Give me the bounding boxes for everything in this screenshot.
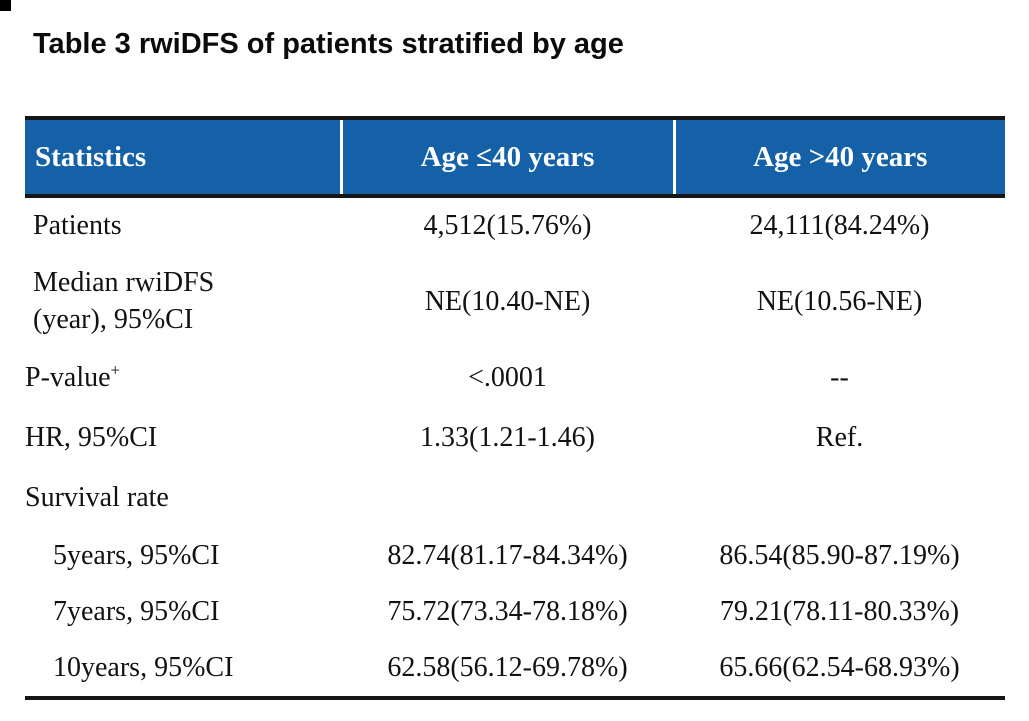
row-label-text: 7years, 95%CI <box>53 596 220 627</box>
superscript-plus: + <box>110 360 120 380</box>
column-header-age-gt-40: Age >40 years <box>672 118 1005 198</box>
table-row-median-rwidfs: Median rwiDFS (year), 95%CI NE(10.40-NE)… <box>25 254 1005 348</box>
row-label-text: Median rwiDFS (year), 95%CI <box>33 267 215 335</box>
cell-value: Ref. <box>674 408 1005 468</box>
column-header-age-le-40: Age ≤40 years <box>339 118 674 198</box>
table-row-5-years: 5years, 95%CI 82.74(81.17-84.34%) 86.54(… <box>25 528 1005 584</box>
cell-value: 65.66(62.54-68.93%) <box>674 640 1005 698</box>
cell-value: -- <box>674 348 1005 408</box>
table-header: Statistics Age ≤40 years Age >40 years <box>25 118 1005 198</box>
row-label-text: Survival rate <box>25 482 169 513</box>
cell-value: 75.72(73.34-78.18%) <box>341 584 674 640</box>
cell-value: <.0001 <box>341 348 674 408</box>
row-label: 10years, 95%CI <box>25 640 341 698</box>
cell-value: 86.54(85.90-87.19%) <box>674 528 1005 584</box>
table-row-survival-rate: Survival rate <box>25 468 1005 528</box>
scan-corner-artifact <box>0 0 11 11</box>
cell-value: 24,111(84.24%) <box>674 196 1005 254</box>
row-label-text: P-value <box>25 362 111 393</box>
table-row-hazard-ratio: HR, 95%CI 1.33(1.21-1.46) Ref. <box>25 408 1005 468</box>
cell-value: 62.58(56.12-69.78%) <box>341 640 674 698</box>
table-body: Patients 4,512(15.76%) 24,111(84.24%) Me… <box>25 196 1005 698</box>
row-label-text: 10years, 95%CI <box>53 652 234 683</box>
row-label-text: Patients <box>33 210 122 241</box>
column-header-statistics: Statistics <box>25 118 341 198</box>
table-row-7-years: 7years, 95%CI 75.72(73.34-78.18%) 79.21(… <box>25 584 1005 640</box>
statistics-table: Statistics Age ≤40 years Age >40 years P… <box>25 116 1005 700</box>
cell-value: NE(10.56-NE) <box>674 254 1005 348</box>
cell-value: NE(10.40-NE) <box>341 254 674 348</box>
row-label: Survival rate <box>25 468 341 528</box>
row-label: HR, 95%CI <box>25 408 341 468</box>
table-row-p-value: P-value+ <.0001 -- <box>25 348 1005 408</box>
row-label: 7years, 95%CI <box>25 584 341 640</box>
cell-value: 4,512(15.76%) <box>341 196 674 254</box>
cell-value <box>341 468 674 528</box>
cell-value: 82.74(81.17-84.34%) <box>341 528 674 584</box>
row-label: Median rwiDFS (year), 95%CI <box>25 254 341 348</box>
cell-value <box>674 468 1005 528</box>
row-label: Patients <box>25 196 341 254</box>
header-row: Statistics Age ≤40 years Age >40 years <box>25 118 1005 198</box>
cell-value: 1.33(1.21-1.46) <box>341 408 674 468</box>
row-label-text: HR, 95%CI <box>25 422 158 453</box>
row-label: 5years, 95%CI <box>25 528 341 584</box>
table-caption: Table 3 rwiDFS of patients stratified by… <box>33 28 624 60</box>
table-row-10-years: 10years, 95%CI 62.58(56.12-69.78%) 65.66… <box>25 640 1005 698</box>
row-label-text: 5years, 95%CI <box>53 540 220 571</box>
table-row-patients: Patients 4,512(15.76%) 24,111(84.24%) <box>25 196 1005 254</box>
cell-value: 79.21(78.11-80.33%) <box>674 584 1005 640</box>
row-label: P-value+ <box>25 348 341 408</box>
